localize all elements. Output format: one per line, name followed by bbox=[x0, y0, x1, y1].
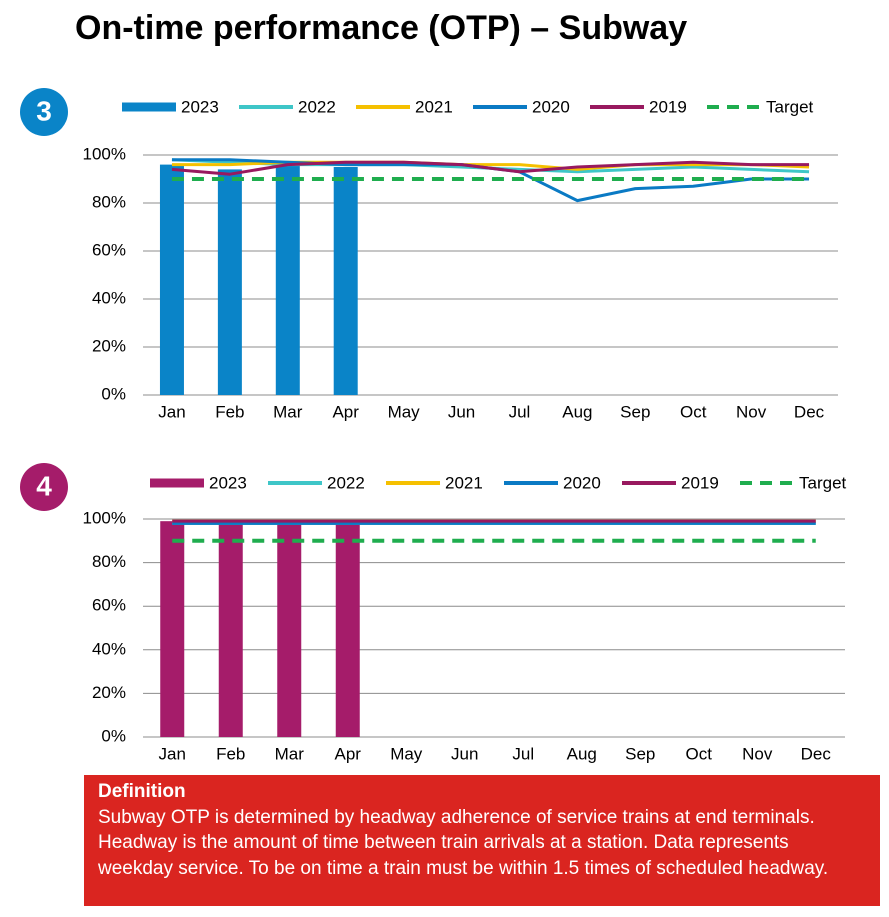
definition-text: Subway OTP is determined by headway adhe… bbox=[98, 806, 829, 879]
x-tick-label: Nov bbox=[736, 402, 767, 421]
legend-label: 2022 bbox=[327, 473, 365, 492]
y-tick-label: 20% bbox=[92, 336, 126, 355]
y-tick-label: 20% bbox=[92, 683, 126, 702]
y-tick-label: 80% bbox=[92, 552, 126, 571]
x-tick-label: Apr bbox=[332, 402, 359, 421]
y-tick-label: 60% bbox=[92, 240, 126, 259]
y-tick-label: 0% bbox=[101, 726, 126, 745]
bar bbox=[335, 521, 360, 737]
x-tick-label: Dec bbox=[801, 744, 832, 763]
legend-label: 2023 bbox=[209, 473, 247, 492]
legend-label: Target bbox=[799, 473, 847, 492]
legend-label: 2022 bbox=[298, 97, 336, 116]
bar bbox=[275, 162, 300, 395]
x-tick-label: Jan bbox=[159, 744, 186, 763]
legend-label: 2020 bbox=[563, 473, 601, 492]
badge-label: 3 bbox=[36, 95, 52, 126]
x-tick-label: Aug bbox=[567, 744, 597, 763]
x-tick-label: Oct bbox=[680, 402, 707, 421]
badge-circle bbox=[20, 463, 68, 511]
y-tick-label: 40% bbox=[92, 639, 126, 658]
x-tick-label: Jul bbox=[509, 402, 531, 421]
legend-label: 2021 bbox=[415, 97, 453, 116]
x-tick-label: Sep bbox=[620, 402, 650, 421]
legend-label: 2021 bbox=[445, 473, 483, 492]
x-tick-label: Jul bbox=[512, 744, 534, 763]
x-tick-label: Oct bbox=[686, 744, 713, 763]
x-tick-label: Apr bbox=[335, 744, 362, 763]
y-tick-label: 80% bbox=[92, 192, 126, 211]
x-tick-label: Mar bbox=[273, 402, 303, 421]
badge-label: 4 bbox=[36, 470, 52, 501]
definition-box: Definition Subway OTP is determined by h… bbox=[84, 775, 880, 906]
y-tick-label: 40% bbox=[92, 288, 126, 307]
x-tick-label: Sep bbox=[625, 744, 655, 763]
x-tick-label: May bbox=[390, 744, 423, 763]
x-tick-label: Nov bbox=[742, 744, 773, 763]
y-tick-label: 100% bbox=[83, 508, 126, 527]
bar bbox=[277, 521, 302, 737]
line bbox=[171, 160, 810, 176]
x-tick-label: Dec bbox=[794, 402, 825, 421]
x-tick-label: Jun bbox=[451, 744, 478, 763]
x-tick-label: Jan bbox=[158, 402, 185, 421]
x-tick-label: Jun bbox=[448, 402, 475, 421]
bar bbox=[218, 521, 243, 737]
y-tick-label: 60% bbox=[92, 596, 126, 615]
y-tick-label: 0% bbox=[101, 384, 126, 403]
x-tick-label: Feb bbox=[215, 402, 244, 421]
bar bbox=[217, 169, 242, 395]
bar bbox=[160, 521, 185, 737]
bar bbox=[159, 164, 184, 395]
legend-label: 2023 bbox=[181, 97, 219, 116]
legend-label: 2019 bbox=[649, 97, 687, 116]
legend-label: 2020 bbox=[532, 97, 570, 116]
legend-label: 2019 bbox=[681, 473, 719, 492]
x-tick-label: Mar bbox=[275, 744, 305, 763]
x-tick-label: Feb bbox=[216, 744, 245, 763]
definition-heading: Definition bbox=[98, 781, 186, 802]
page-title: On-time performance (OTP) – Subway bbox=[75, 9, 687, 47]
x-tick-label: Aug bbox=[562, 402, 592, 421]
x-tick-label: May bbox=[388, 402, 421, 421]
bar bbox=[333, 167, 358, 395]
badge-circle bbox=[20, 88, 68, 136]
legend-label: Target bbox=[766, 97, 814, 116]
y-tick-label: 100% bbox=[83, 144, 126, 163]
